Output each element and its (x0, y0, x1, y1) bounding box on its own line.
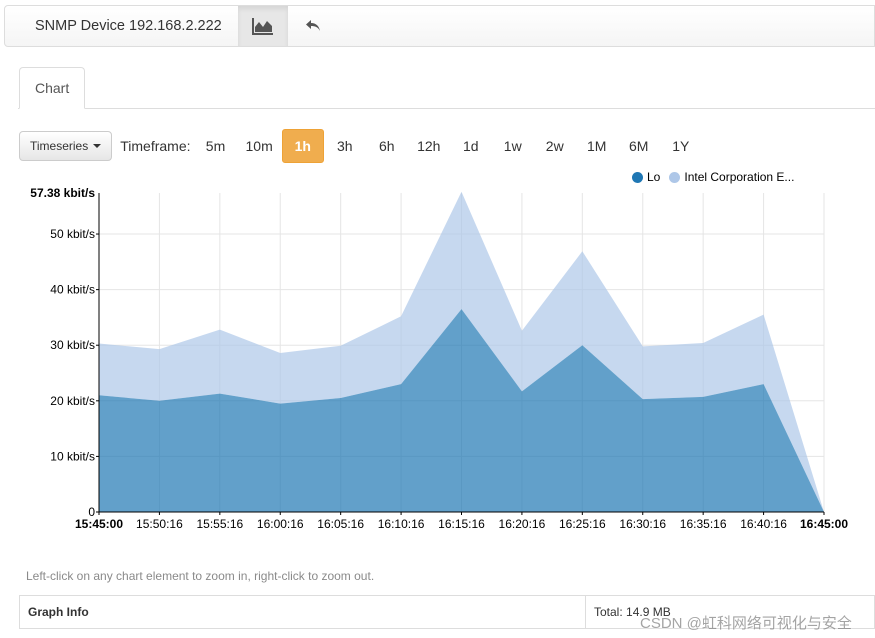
timeframe-button-12h[interactable]: 12h (417, 137, 441, 154)
x-tick-label: 15:45:00 (75, 517, 123, 531)
y-max-label: 57.38 kbit/s (30, 186, 95, 200)
x-tick-label: 16:15:16 (438, 517, 485, 531)
device-title: SNMP Device 192.168.2.222 (35, 18, 222, 34)
timeframe-button-5m[interactable]: 5m (205, 137, 226, 154)
x-tick-label: 16:45:00 (800, 517, 848, 531)
x-tick-label: 16:35:16 (680, 517, 727, 531)
reply-arrow-icon[interactable] (288, 6, 338, 46)
traffic-area-chart[interactable]: 0 10 kbit/s 20 kbit/s 30 kbit/s 40 kbit/s 50 … (0, 180, 875, 540)
legend-dot-icon (669, 171, 681, 183)
graph-info-title: Graph Info (20, 596, 586, 628)
x-tick-label: 16:10:16 (378, 517, 425, 531)
tab-chart[interactable]: Chart (19, 67, 86, 109)
timeseries-dropdown-label: Timeseries (30, 138, 89, 153)
legend-dot-icon (632, 171, 643, 183)
timeframe-button-6h[interactable]: 6h (378, 137, 395, 154)
y-tick-label: 50 kbit/s (50, 227, 95, 241)
tab-bar: Chart (18, 67, 875, 109)
x-tick-label: 16:20:16 (499, 517, 546, 531)
y-tick-label: 20 kbit/s (50, 394, 95, 408)
x-tick-label: 16:30:16 (619, 517, 666, 531)
legend-item-lo[interactable]: Lo (632, 170, 660, 184)
chart-legend: Lo Intel Corporation E... (632, 170, 803, 184)
top-toolbar: SNMP Device 192.168.2.222 (4, 5, 875, 47)
timeframe-button-1M[interactable]: 1M (587, 137, 607, 154)
x-tick-label: 16:40:16 (740, 517, 787, 531)
area-series-lo[interactable] (99, 309, 824, 512)
timeframe-button-6M[interactable]: 6M (629, 137, 649, 154)
timeframe-button-1d[interactable]: 1d (462, 137, 479, 154)
timeseries-dropdown[interactable]: Timeseries (19, 130, 113, 161)
timeframe-button-1Y[interactable]: 1Y (672, 137, 690, 154)
legend-label-intel: Intel Corporation E... (684, 170, 795, 184)
watermark: CSDN @虹科网络可视化与安全 (640, 615, 852, 632)
x-tick-label: 15:55:16 (196, 517, 243, 531)
timeframe-label: Timeframe: (120, 137, 191, 154)
y-tick-label: 0 (88, 505, 95, 519)
legend-item-intel[interactable]: Intel Corporation E... (669, 170, 794, 184)
x-tick-label: 16:25:16 (559, 517, 606, 531)
timeframe-button-1h[interactable]: 1h (281, 128, 324, 163)
caret-down-icon (93, 143, 102, 148)
timeframe-group: 5m 10m 1h 3h 6h 12h 1d 1w 2w 1M 6M 1Y (195, 128, 702, 163)
y-tick-label: 30 kbit/s (50, 338, 95, 352)
area-chart-icon[interactable] (237, 6, 288, 46)
x-tick-label: 16:05:16 (317, 517, 364, 531)
y-tick-label: 10 kbit/s (50, 449, 95, 463)
legend-label-lo: Lo (647, 170, 661, 184)
x-tick-label: 15:50:16 (136, 517, 183, 531)
timeframe-button-3h[interactable]: 3h (336, 137, 353, 154)
graph-info-total: Total: 14.9 MB (594, 605, 671, 619)
chart-controls: Timeseries Timeframe: 5m 10m 1h 3h 6h 12h 1d 1w… (19, 128, 702, 163)
timeframe-button-2w[interactable]: 2w (545, 137, 564, 154)
area-series-intel[interactable] (99, 191, 824, 513)
y-tick-label: 40 kbit/s (50, 283, 95, 297)
timeframe-button-1w[interactable]: 1w (503, 137, 522, 154)
zoom-hint: Left-click on any chart element to zoom … (26, 569, 375, 583)
timeframe-button-10m[interactable]: 10m (245, 137, 273, 154)
x-tick-label: 16:00:16 (257, 517, 304, 531)
